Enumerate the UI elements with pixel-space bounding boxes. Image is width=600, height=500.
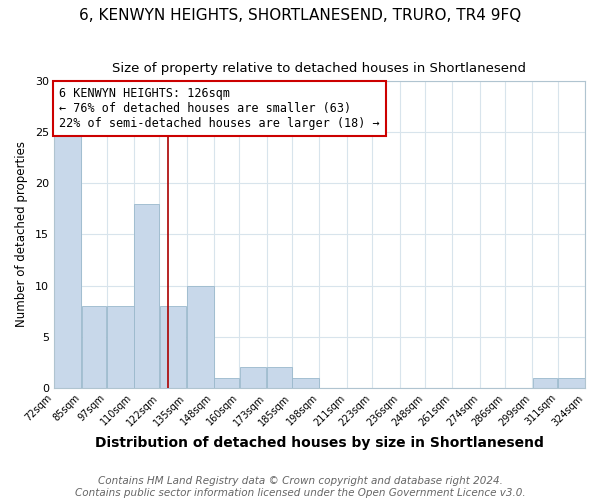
Bar — [292, 378, 319, 388]
Text: Contains HM Land Registry data © Crown copyright and database right 2024.
Contai: Contains HM Land Registry data © Crown c… — [74, 476, 526, 498]
Bar — [558, 378, 584, 388]
X-axis label: Distribution of detached houses by size in Shortlanesend: Distribution of detached houses by size … — [95, 436, 544, 450]
Y-axis label: Number of detached properties: Number of detached properties — [15, 142, 28, 328]
Bar — [239, 368, 266, 388]
Bar — [107, 306, 134, 388]
Bar — [187, 286, 214, 388]
Bar — [533, 378, 557, 388]
Text: 6, KENWYN HEIGHTS, SHORTLANESEND, TRURO, TR4 9FQ: 6, KENWYN HEIGHTS, SHORTLANESEND, TRURO,… — [79, 8, 521, 22]
Bar — [214, 378, 239, 388]
Bar — [160, 306, 187, 388]
Title: Size of property relative to detached houses in Shortlanesend: Size of property relative to detached ho… — [112, 62, 526, 76]
Bar — [82, 306, 106, 388]
Text: 6 KENWYN HEIGHTS: 126sqm
← 76% of detached houses are smaller (63)
22% of semi-d: 6 KENWYN HEIGHTS: 126sqm ← 76% of detach… — [59, 87, 380, 130]
Bar — [267, 368, 292, 388]
Bar — [134, 204, 159, 388]
Bar — [54, 132, 81, 388]
